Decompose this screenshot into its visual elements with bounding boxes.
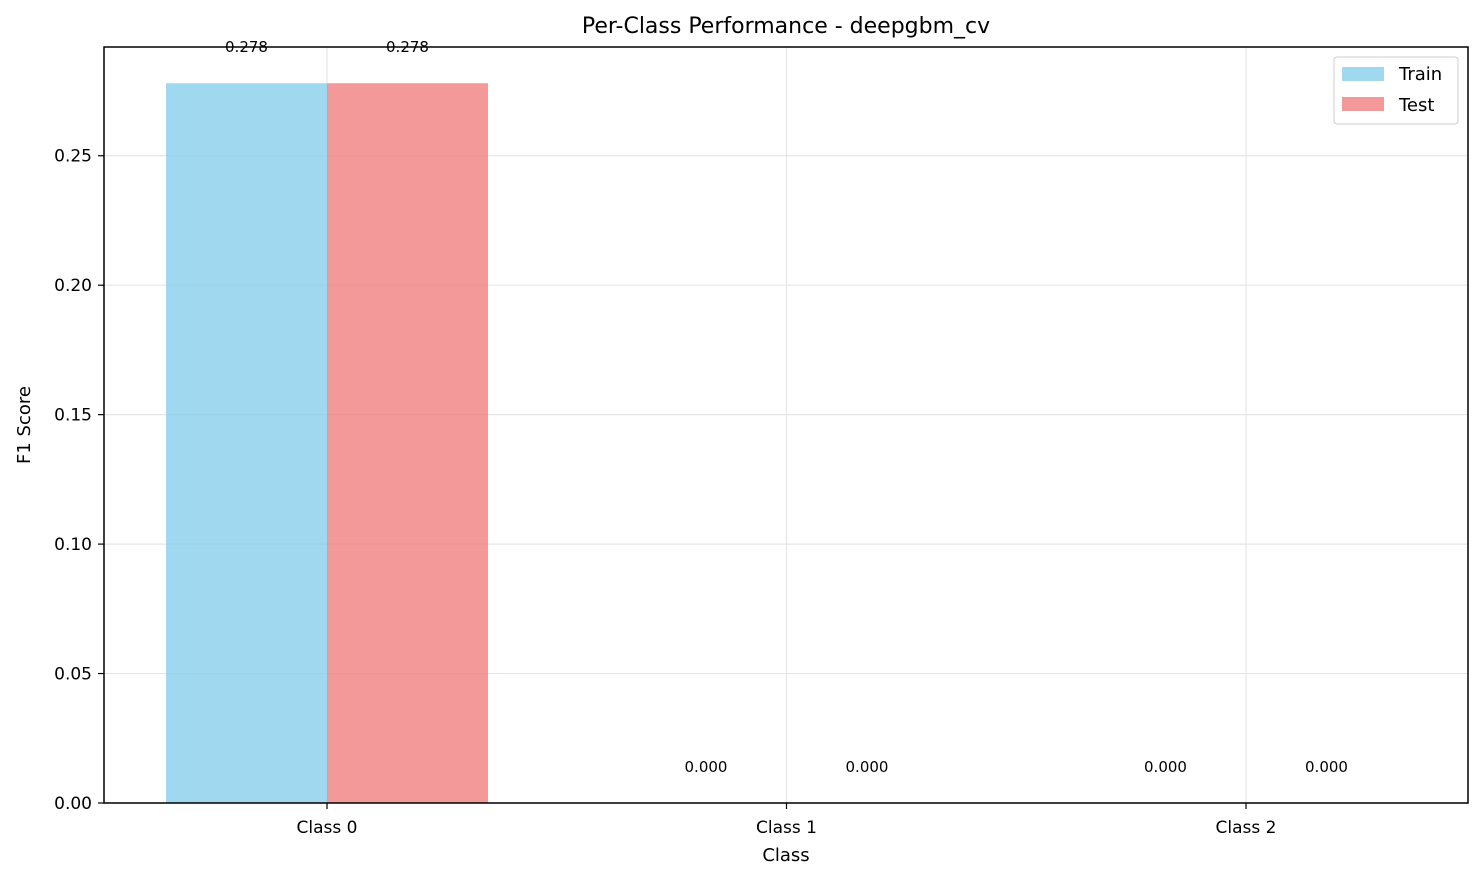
- bar-train: [166, 83, 327, 803]
- bars: [166, 83, 488, 803]
- legend-swatch-test: [1342, 97, 1384, 111]
- y-tick-label: 0.00: [54, 794, 92, 814]
- y-tick-label: 0.25: [54, 147, 92, 167]
- legend-label-test: Test: [1398, 95, 1434, 116]
- data-label-test: 0.000: [1305, 758, 1348, 776]
- x-axis-label: Class: [762, 845, 809, 866]
- data-label-train: 0.000: [1144, 758, 1187, 776]
- y-tick-label: 0.10: [54, 535, 92, 555]
- y-tick-label: 0.15: [54, 406, 92, 426]
- data-label-test: 0.000: [846, 758, 889, 776]
- y-axis: 0.00 0.05 0.10 0.15 0.20 0.25: [54, 147, 104, 814]
- legend: Train Test: [1333, 56, 1459, 125]
- y-axis-label: F1 Score: [14, 386, 35, 464]
- x-tick-label: Class 2: [1216, 818, 1277, 838]
- data-label-train: 0.000: [685, 758, 728, 776]
- y-tick-label: 0.20: [54, 276, 92, 296]
- x-tick-label: Class 1: [756, 818, 817, 838]
- x-tick-label: Class 0: [297, 818, 358, 838]
- y-tick-label: 0.05: [54, 665, 92, 685]
- chart-title: Per-Class Performance - deepgbm_cv: [582, 14, 990, 39]
- legend-swatch-train: [1342, 67, 1384, 81]
- bar-test: [327, 83, 488, 803]
- legend-label-train: Train: [1398, 64, 1442, 85]
- x-axis: Class 0 Class 1 Class 2: [297, 803, 1277, 838]
